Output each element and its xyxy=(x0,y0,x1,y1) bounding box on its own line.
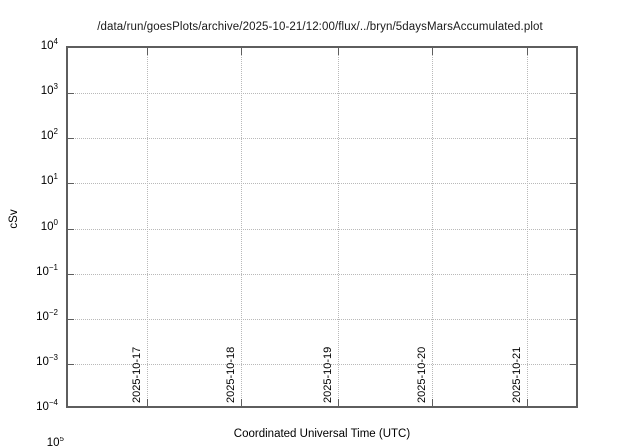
vertical-gridline xyxy=(527,48,528,406)
y-tick-label: 102 xyxy=(0,127,58,142)
y-axis-tick xyxy=(570,364,576,365)
y-tick-label: 104 xyxy=(0,37,58,52)
y-axis-tick xyxy=(68,319,74,320)
y-tick-label: 100 xyxy=(0,218,58,233)
y-axis-tick xyxy=(570,274,576,275)
y-axis-tick xyxy=(570,93,576,94)
y-tick-label: 10−2 xyxy=(0,308,58,323)
y-tick-exponent: 1 xyxy=(53,172,58,182)
y-axis-tick xyxy=(570,138,576,139)
y-tick-mantissa: 10 xyxy=(36,356,49,368)
y-axis-tick xyxy=(68,364,74,365)
clipped-tick-mantissa: 10 xyxy=(46,437,60,448)
horizontal-gridline xyxy=(68,183,576,184)
y-tick-label: 101 xyxy=(0,172,58,187)
clipped-next-panel-tick-label: 105 xyxy=(30,437,64,448)
horizontal-gridline xyxy=(68,319,576,320)
y-tick-mantissa: 10 xyxy=(36,266,49,278)
y-tick-label: 10−3 xyxy=(0,353,58,368)
vertical-gridline xyxy=(241,48,242,406)
y-axis-tick xyxy=(68,274,74,275)
y-tick-mantissa: 10 xyxy=(40,130,54,142)
y-tick-exponent: −1 xyxy=(48,263,58,273)
y-tick-mantissa: 10 xyxy=(40,175,54,187)
x-axis-tick xyxy=(338,399,339,406)
y-axis-tick xyxy=(68,229,74,230)
horizontal-gridline xyxy=(68,229,576,230)
y-axis-tick xyxy=(68,93,74,94)
y-tick-exponent: 0 xyxy=(53,218,58,228)
y-tick-exponent: 3 xyxy=(53,82,58,92)
y-tick-mantissa: 10 xyxy=(40,221,54,233)
plot-area[interactable]: 2025-10-17 2025-10-18 2025-10-19 2025-10… xyxy=(66,46,578,408)
x-axis-tick xyxy=(241,399,242,406)
y-axis-tick xyxy=(570,319,576,320)
y-tick-exponent: −2 xyxy=(48,308,58,318)
x-axis-tick xyxy=(147,48,148,55)
y-tick-label: 10−1 xyxy=(0,263,58,278)
clipped-tick-exponent: 5 xyxy=(59,437,64,444)
gridlines xyxy=(68,48,576,406)
x-tick-label: 2025-10-19 xyxy=(322,346,334,403)
y-axis-tick xyxy=(68,183,74,184)
horizontal-gridline xyxy=(68,364,576,365)
x-axis-tick xyxy=(241,48,242,55)
x-axis-tick xyxy=(338,48,339,55)
y-axis-tick xyxy=(570,183,576,184)
x-axis-tick xyxy=(527,48,528,55)
x-axis-tick xyxy=(527,399,528,406)
page-title: /data/run/goesPlots/archive/2025-10-21/1… xyxy=(97,21,543,33)
y-tick-exponent: 4 xyxy=(53,37,58,47)
y-axis-tick xyxy=(68,138,74,139)
y-axis-title: cSv xyxy=(8,209,20,229)
vertical-gridline xyxy=(147,48,148,406)
y-tick-label: 103 xyxy=(0,82,58,97)
x-tick-label: 2025-10-17 xyxy=(131,346,143,403)
y-tick-label: 10−4 xyxy=(0,398,58,413)
horizontal-gridline xyxy=(68,274,576,275)
y-tick-mantissa: 10 xyxy=(40,40,54,52)
y-tick-exponent: −4 xyxy=(48,398,58,408)
y-tick-exponent: 2 xyxy=(53,127,58,137)
y-tick-mantissa: 10 xyxy=(36,401,49,413)
horizontal-gridline xyxy=(68,138,576,139)
y-tick-mantissa: 10 xyxy=(40,85,54,97)
x-tick-label: 2025-10-20 xyxy=(416,346,428,403)
y-tick-exponent: −3 xyxy=(48,353,58,363)
y-tick-mantissa: 10 xyxy=(36,311,49,323)
x-axis-tick xyxy=(147,399,148,406)
x-tick-label: 2025-10-21 xyxy=(511,346,523,403)
x-axis-tick xyxy=(432,48,433,55)
x-axis-title: Coordinated Universal Time (UTC) xyxy=(233,428,411,440)
y-axis-tick xyxy=(570,229,576,230)
horizontal-gridline xyxy=(68,93,576,94)
vertical-gridline xyxy=(338,48,339,406)
x-tick-label: 2025-10-18 xyxy=(225,346,237,403)
x-axis-tick xyxy=(432,399,433,406)
vertical-gridline xyxy=(432,48,433,406)
